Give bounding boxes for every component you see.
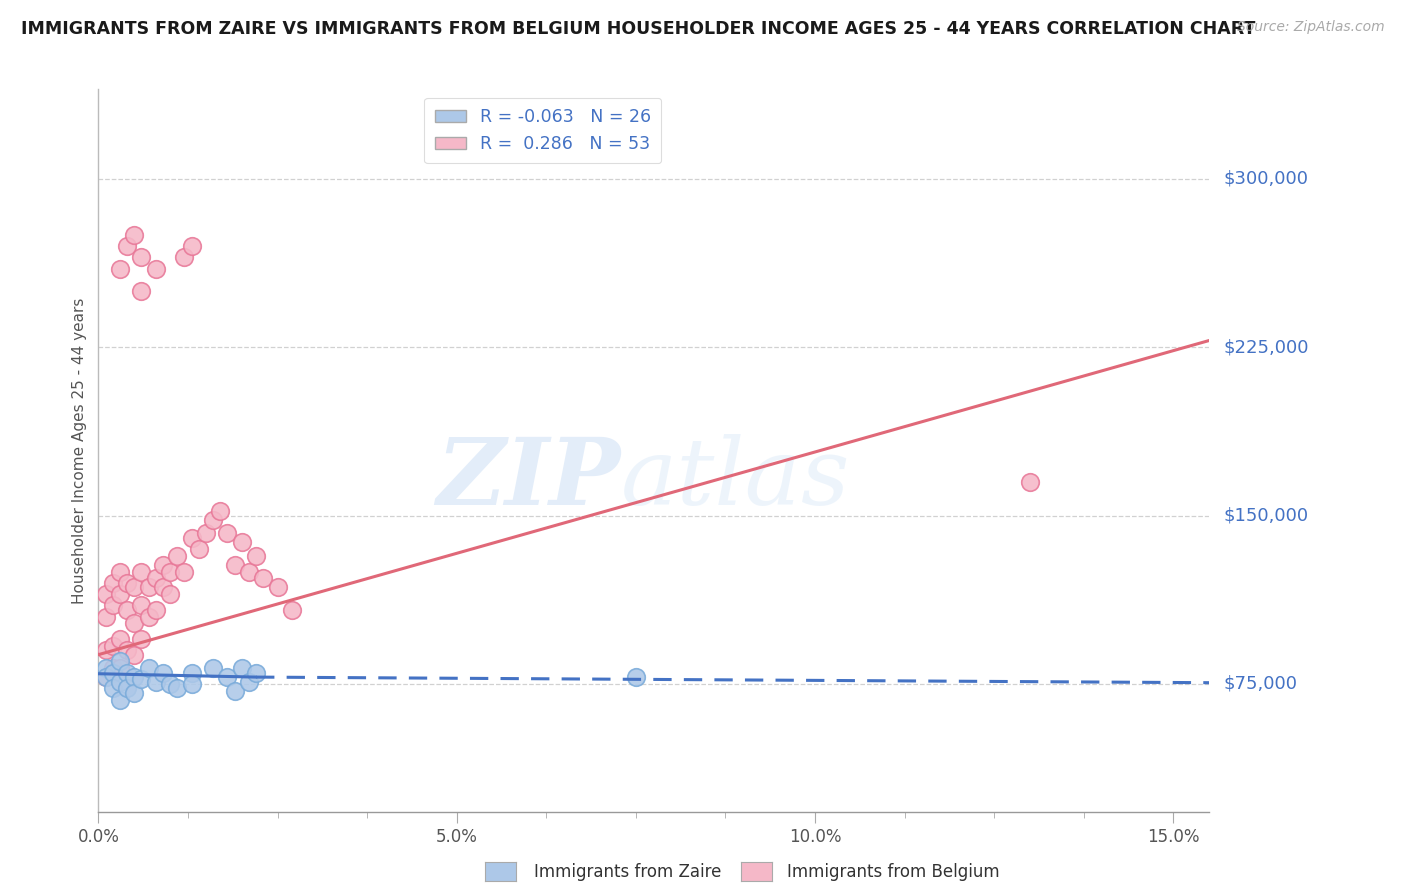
- Point: [131, 599, 153, 613]
- Point: [1019, 475, 1042, 489]
- Point: [202, 661, 225, 675]
- Point: [101, 665, 124, 680]
- Point: [209, 504, 232, 518]
- Point: [152, 665, 174, 680]
- Point: [180, 677, 202, 691]
- Point: [115, 603, 138, 617]
- Point: [252, 571, 274, 585]
- Point: [122, 580, 145, 594]
- Point: [145, 674, 167, 689]
- Point: [115, 665, 138, 680]
- Point: [108, 632, 131, 646]
- Text: ZIP: ZIP: [436, 434, 620, 524]
- Point: [115, 239, 138, 253]
- Point: [108, 261, 131, 276]
- Point: [94, 609, 117, 624]
- Point: [159, 565, 181, 579]
- Y-axis label: Householder Income Ages 25 - 44 years: Householder Income Ages 25 - 44 years: [72, 297, 87, 604]
- Point: [115, 681, 138, 696]
- Point: [152, 580, 174, 594]
- Point: [159, 677, 181, 691]
- Text: $75,000: $75,000: [1223, 675, 1298, 693]
- Point: [138, 580, 160, 594]
- Point: [138, 661, 160, 675]
- Legend: R = -0.063   N = 26, R =  0.286   N = 53: R = -0.063 N = 26, R = 0.286 N = 53: [425, 98, 661, 163]
- Point: [281, 603, 304, 617]
- Point: [217, 526, 239, 541]
- Point: [194, 526, 217, 541]
- Point: [122, 686, 145, 700]
- Point: [131, 565, 153, 579]
- Point: [180, 665, 202, 680]
- Point: [187, 542, 209, 557]
- Text: Immigrants from Belgium: Immigrants from Belgium: [787, 863, 1000, 881]
- Point: [94, 643, 117, 657]
- Point: [108, 674, 131, 689]
- Point: [231, 535, 253, 549]
- Point: [131, 632, 153, 646]
- Text: $150,000: $150,000: [1223, 507, 1308, 524]
- Point: [202, 513, 225, 527]
- Text: Immigrants from Zaire: Immigrants from Zaire: [534, 863, 721, 881]
- Point: [238, 674, 260, 689]
- Point: [94, 670, 117, 684]
- Point: [624, 670, 647, 684]
- Point: [101, 575, 124, 590]
- Point: [94, 670, 117, 684]
- Point: [108, 692, 131, 706]
- Point: [101, 681, 124, 696]
- Point: [108, 587, 131, 601]
- Point: [166, 549, 188, 563]
- Point: [266, 580, 288, 594]
- Text: $225,000: $225,000: [1223, 338, 1309, 356]
- Point: [108, 654, 131, 668]
- Point: [131, 251, 153, 265]
- Point: [224, 683, 246, 698]
- Point: [131, 284, 153, 298]
- Point: [138, 609, 160, 624]
- Point: [166, 681, 188, 696]
- Point: [173, 565, 195, 579]
- Point: [180, 531, 202, 545]
- Point: [122, 670, 145, 684]
- Point: [152, 558, 174, 572]
- Point: [101, 639, 124, 653]
- Point: [217, 670, 239, 684]
- Point: [145, 261, 167, 276]
- Point: [145, 603, 167, 617]
- Text: IMMIGRANTS FROM ZAIRE VS IMMIGRANTS FROM BELGIUM HOUSEHOLDER INCOME AGES 25 - 44: IMMIGRANTS FROM ZAIRE VS IMMIGRANTS FROM…: [21, 20, 1256, 37]
- Point: [101, 599, 124, 613]
- Point: [145, 571, 167, 585]
- Point: [173, 251, 195, 265]
- Text: $300,000: $300,000: [1223, 170, 1308, 188]
- Point: [238, 565, 260, 579]
- Point: [101, 661, 124, 675]
- Point: [180, 239, 202, 253]
- Point: [122, 616, 145, 631]
- Point: [122, 228, 145, 243]
- Point: [131, 673, 153, 687]
- Point: [231, 661, 253, 675]
- Point: [115, 575, 138, 590]
- Text: atlas: atlas: [620, 434, 851, 524]
- Point: [245, 549, 267, 563]
- Point: [245, 665, 267, 680]
- Point: [159, 587, 181, 601]
- Point: [224, 558, 246, 572]
- Point: [108, 661, 131, 675]
- Text: Source: ZipAtlas.com: Source: ZipAtlas.com: [1237, 20, 1385, 34]
- Point: [122, 648, 145, 662]
- Point: [108, 565, 131, 579]
- Point: [94, 661, 117, 675]
- Point: [94, 587, 117, 601]
- Point: [115, 643, 138, 657]
